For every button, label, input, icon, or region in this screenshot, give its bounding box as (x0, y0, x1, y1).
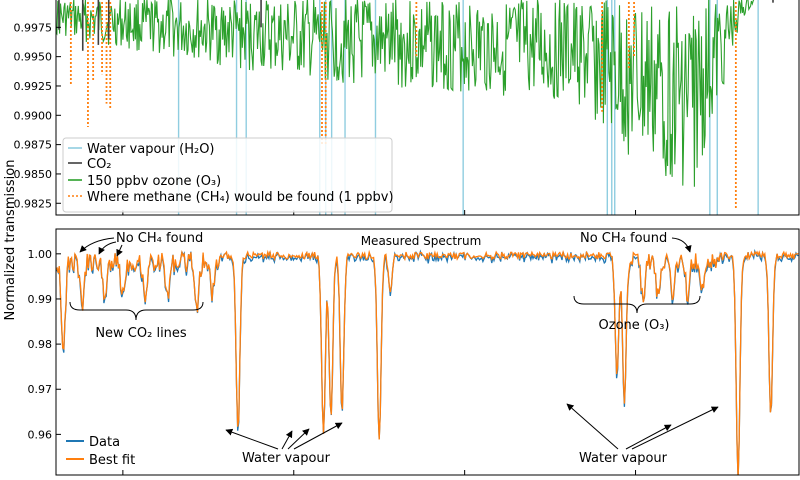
bottom-panel-ytick-label: 0.96 (28, 428, 53, 441)
top-legend: Water vapour (H₂O) CO₂ 150 ppbv ozone (O… (62, 137, 394, 213)
legend-label-methane: Where methane (CH₄) would be found (1 pp… (87, 190, 394, 205)
bottom-panel-frame (55, 228, 800, 476)
legend-label-water-vapour: Water vapour (H₂O) (87, 142, 215, 157)
data-trace (56, 248, 799, 475)
top-panel-ytick-label: 0.9950 (14, 51, 53, 64)
legend-label-co2: CO₂ (87, 157, 112, 172)
bottom-panel-title: Measured Spectrum (361, 234, 482, 248)
top-panel-frame (55, 0, 800, 216)
top-panel-ytick-label: 0.9925 (14, 80, 53, 93)
arrow-water-right-3 (631, 406, 719, 450)
top-panel-ticks: 0.9825 0.9850 0.9875 0.9900 0.9925 0.9950 0.99… (14, 21, 637, 215)
legend-label-ozone: 150 ppbv ozone (O₃) (87, 174, 221, 189)
bottom-panel-data (56, 248, 799, 475)
arrow-no-ch4-left-3 (116, 244, 123, 257)
arrow-no-ch4-left-2 (98, 241, 117, 255)
legend-label-best-fit: Best fit (89, 453, 135, 468)
top-panel-ytick-label: 0.9850 (14, 168, 53, 181)
arrow-water-left-3 (287, 428, 310, 450)
brace-new-co2-lines (69, 301, 204, 321)
bottom-panel-ytick-label: 1.00 (28, 248, 53, 261)
bottom-panel-ytick-label: 0.98 (28, 338, 53, 351)
top-panel-ytick-label: 0.9900 (14, 109, 53, 122)
annotation-no-ch4-left: No CH₄ found (116, 231, 203, 246)
bottom-panel-ticks: 0.96 0.97 0.98 0.99 1.00 (28, 248, 637, 475)
arrow-no-ch4-left-1 (79, 237, 115, 253)
bottom-legend: Data Best fit (66, 435, 135, 468)
annotation-water-vapour-right: Water vapour (579, 451, 668, 466)
annotation-water-vapour-left: Water vapour (242, 451, 331, 466)
top-panel-ytick-label: 0.9825 (14, 197, 53, 210)
arrow-no-ch4-right (671, 237, 692, 253)
top-panel-ytick-label: 0.9875 (14, 139, 53, 152)
brace-ozone (573, 295, 701, 314)
arrow-water-left-2 (281, 430, 293, 450)
y-axis-label: Normalized transmission (3, 160, 18, 321)
annotation-new-co2-lines: New CO₂ lines (95, 326, 187, 341)
top-panel-ytick-label: 0.9975 (14, 21, 53, 34)
bottom-panel-ytick-label: 0.99 (28, 293, 53, 306)
top-legend-box (62, 137, 393, 213)
legend-label-data: Data (89, 435, 120, 450)
arrow-water-left-4 (293, 422, 343, 450)
ozone-trace (56, 0, 755, 187)
bottom-panel: 0.96 0.97 0.98 0.99 1.00 Measured Spectrum N… (28, 228, 800, 476)
arrow-water-right-1 (566, 403, 619, 450)
annotations: No CH₄ found No CH₄ found New CO₂ lines … (69, 231, 719, 466)
annotation-no-ch4-right: No CH₄ found (580, 231, 667, 246)
top-panel: 0.9825 0.9850 0.9875 0.9900 0.9925 0.9950 0.99… (14, 0, 800, 216)
bottom-panel-ytick-label: 0.97 (28, 383, 53, 396)
annotation-ozone: Ozone (O₃) (599, 318, 670, 333)
arrow-water-left-1 (225, 428, 279, 450)
arrow-water-right-2 (625, 424, 672, 450)
best-fit-trace (56, 249, 799, 475)
